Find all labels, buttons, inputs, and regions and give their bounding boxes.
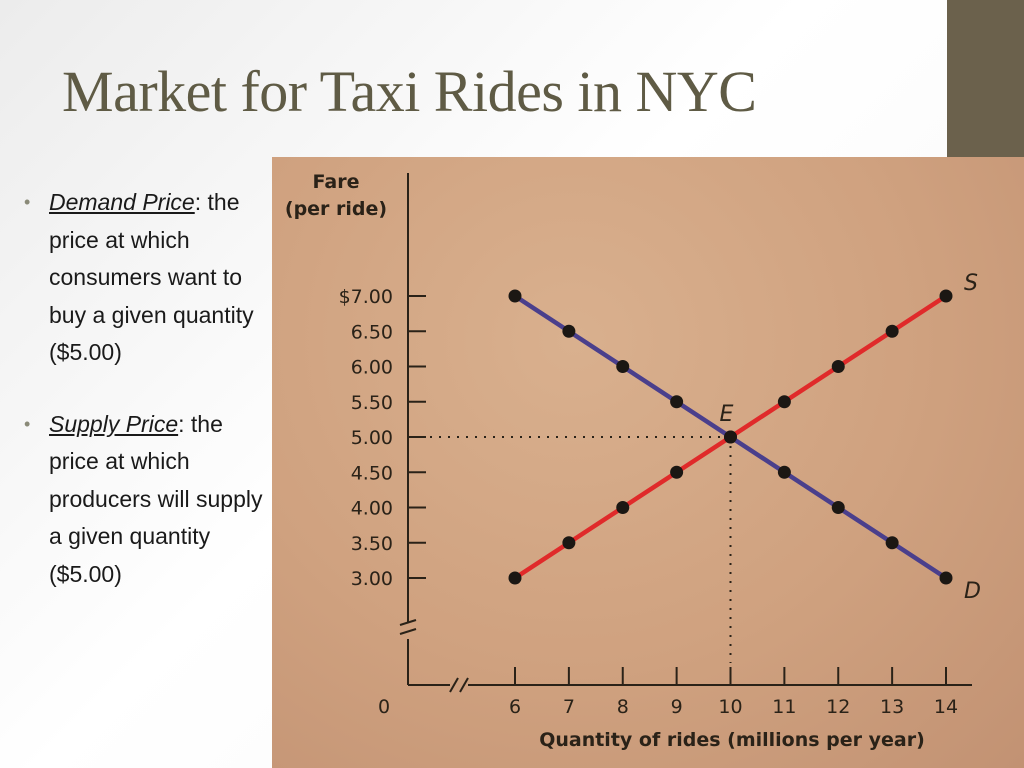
chart-canvas: 3.00 3.50 4.00 4.50 5.00 5.50 6.00 6.50 $7.00 6 7 8… bbox=[285, 171, 981, 751]
data-point-s bbox=[939, 289, 953, 303]
data-point-s bbox=[885, 324, 899, 338]
data-point-d bbox=[508, 289, 522, 303]
data-point-d bbox=[724, 430, 737, 444]
x-tick-label: 8 bbox=[617, 696, 629, 718]
y-tick-label: 3.50 bbox=[351, 533, 393, 555]
y-axis-break-mark bbox=[399, 628, 417, 635]
series-label-s: S bbox=[964, 271, 978, 296]
supply-demand-chart: 3.00 3.50 4.00 4.50 5.00 5.50 6.00 6.50 $7.00 6 7 8… bbox=[272, 157, 1024, 768]
bullet-text: : the price at which consumers want to b… bbox=[49, 189, 254, 365]
y-axis-subtitle: (per ride) bbox=[285, 198, 387, 220]
y-tick-label: 4.50 bbox=[351, 462, 393, 484]
bullet-dot-icon: • bbox=[24, 192, 31, 212]
x-tick-label: 9 bbox=[671, 696, 683, 718]
data-point-s bbox=[831, 360, 845, 373]
x-axis-break-mark bbox=[459, 677, 469, 693]
y-tick-label: 5.50 bbox=[351, 392, 393, 414]
y-tick-label: 3.00 bbox=[351, 568, 393, 590]
data-point-d bbox=[616, 360, 630, 373]
data-point-s bbox=[508, 571, 522, 585]
y-tick-label: 6.50 bbox=[351, 321, 393, 343]
x-tick-label: 12 bbox=[826, 696, 850, 718]
data-point-s bbox=[777, 395, 791, 409]
y-axis-title: Fare bbox=[313, 171, 360, 193]
bullet-text: : the price at which producers will supp… bbox=[49, 410, 263, 587]
slide-title: Market for Taxi Rides in NYC bbox=[62, 59, 757, 124]
bullet-term: Supply Price bbox=[49, 410, 179, 437]
bullet-term: Demand Price bbox=[49, 189, 195, 215]
data-point-s bbox=[670, 465, 684, 479]
data-point-s bbox=[562, 536, 576, 550]
title-accent-block bbox=[947, 0, 1024, 157]
y-tick-label: 6.00 bbox=[351, 357, 393, 379]
data-point-s bbox=[616, 501, 630, 514]
y-axis-break-mark bbox=[399, 619, 417, 626]
x-tick-label: 7 bbox=[563, 696, 575, 718]
origin-label: 0 bbox=[378, 696, 390, 718]
equilibrium-label: E bbox=[720, 402, 734, 427]
series-label-d: D bbox=[964, 579, 981, 604]
data-point-d bbox=[831, 501, 845, 514]
bullet-list: • Demand Price: the price at which consu… bbox=[22, 184, 267, 627]
data-point-d bbox=[939, 571, 953, 585]
bullet-demand-price: • Demand Price: the price at which consu… bbox=[22, 184, 267, 372]
x-tick-label: 6 bbox=[509, 696, 521, 718]
bullet-supply-price: • Supply Price: the price at which produ… bbox=[22, 406, 267, 594]
data-point-d bbox=[670, 395, 684, 409]
y-tick-label: 4.00 bbox=[351, 498, 393, 520]
data-point-d bbox=[885, 536, 899, 550]
x-tick-label: 14 bbox=[934, 696, 958, 718]
y-tick-label: $7.00 bbox=[339, 286, 393, 308]
x-tick-label: 11 bbox=[772, 696, 796, 718]
data-point-d bbox=[777, 465, 791, 479]
y-tick-label: 5.00 bbox=[351, 427, 393, 449]
x-tick-label: 13 bbox=[880, 696, 904, 718]
x-axis-break-mark bbox=[449, 677, 459, 693]
data-point-d bbox=[562, 324, 576, 338]
bullet-dot-icon: • bbox=[24, 413, 31, 434]
x-axis-title: Quantity of rides (millions per year) bbox=[539, 729, 925, 751]
x-tick-label: 10 bbox=[718, 696, 742, 718]
